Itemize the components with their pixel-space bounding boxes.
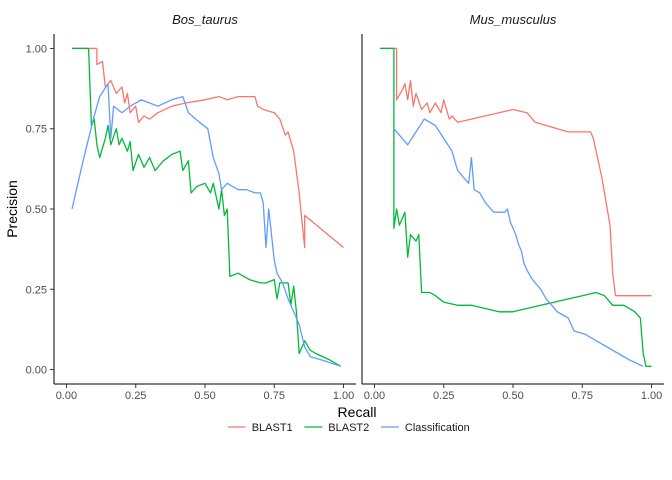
series-line-classification bbox=[393, 118, 644, 367]
legend-label: BLAST2 bbox=[328, 422, 369, 434]
series-line-blast1 bbox=[380, 47, 652, 297]
y-tick-label: 0.75 bbox=[26, 124, 47, 136]
legend-item-blast1: BLAST1 bbox=[227, 422, 293, 434]
panel-title: Mus_musculus bbox=[470, 12, 557, 27]
y-tick-label: 0.50 bbox=[26, 204, 47, 216]
y-tick-label: 0.25 bbox=[26, 284, 47, 296]
x-tick-label: 1.00 bbox=[641, 390, 662, 402]
x-tick-label: 0.00 bbox=[56, 390, 77, 402]
x-tick-label: 0.25 bbox=[125, 390, 146, 402]
x-tick-label: 0.50 bbox=[194, 390, 215, 402]
x-tick-label: 0.25 bbox=[433, 390, 454, 402]
x-tick-label: 0.50 bbox=[502, 390, 523, 402]
panel-title: Bos_taurus bbox=[172, 12, 238, 27]
legend-label: BLAST1 bbox=[252, 422, 293, 434]
x-axis-title: Recall bbox=[338, 404, 377, 420]
series-line-blast1 bbox=[72, 47, 344, 249]
series-line-blast2 bbox=[380, 47, 652, 367]
x-tick-label: 1.00 bbox=[333, 390, 354, 402]
y-tick-label: 1.00 bbox=[26, 43, 47, 55]
legend-label: Classification bbox=[405, 422, 470, 434]
x-tick-label: 0.75 bbox=[264, 390, 285, 402]
y-tick-label: 0.00 bbox=[26, 365, 47, 377]
x-tick-label: 0.00 bbox=[364, 390, 385, 402]
x-tick-label: 0.75 bbox=[572, 390, 593, 402]
series-line-classification bbox=[71, 83, 342, 367]
facet-panels: Bos_taurus 0.00 0.25 0.50 0.75 1.00 0.00 0.25 0.… bbox=[26, 12, 664, 402]
series-line-blast2 bbox=[72, 47, 342, 367]
legend-item-classification: Classification bbox=[380, 422, 470, 434]
panel-1: Mus_musculus 0.00 0.25 0.50 0.75 1.00 bbox=[361, 12, 664, 402]
panel-0: Bos_taurus 0.00 0.25 0.50 0.75 1.00 0.00 0.25 0.… bbox=[26, 12, 356, 402]
legend-item-blast2: BLAST2 bbox=[304, 422, 369, 434]
legend: BLAST1 BLAST2 Classification bbox=[227, 422, 470, 434]
y-axis-title: Precision bbox=[4, 180, 20, 238]
